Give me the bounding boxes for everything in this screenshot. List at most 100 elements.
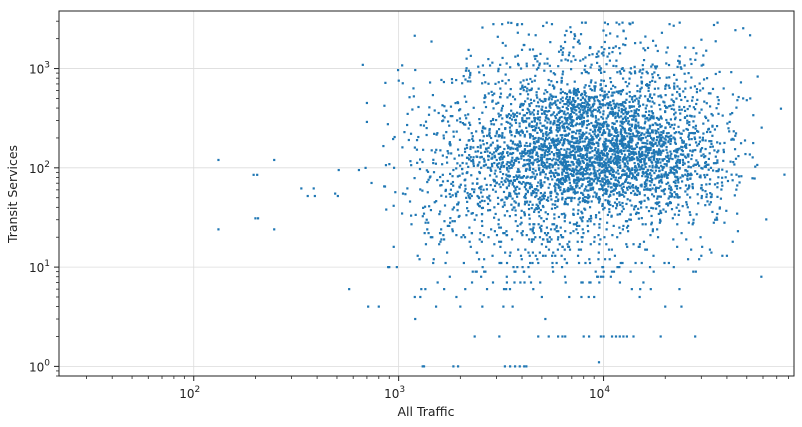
scatter-point	[748, 153, 751, 156]
scatter-point	[548, 148, 551, 151]
scatter-point	[617, 181, 620, 184]
scatter-point	[546, 238, 549, 241]
scatter-point	[638, 104, 642, 107]
scatter-point	[531, 150, 534, 153]
scatter-point	[684, 173, 687, 176]
scatter-point	[392, 137, 395, 141]
scatter-point	[561, 73, 564, 76]
scatter-point	[581, 173, 584, 176]
scatter-point	[693, 115, 696, 118]
scatter-point	[455, 295, 458, 299]
scatter-point	[584, 84, 587, 87]
scatter-point	[435, 133, 438, 136]
scatter-point	[537, 87, 540, 90]
scatter-point	[531, 163, 535, 166]
scatter-point	[542, 220, 545, 223]
scatter-point	[649, 156, 652, 159]
scatter-point	[606, 93, 609, 96]
scatter-point	[451, 230, 454, 233]
scatter-point	[549, 144, 552, 148]
scatter-point	[597, 108, 601, 112]
scatter-point	[714, 155, 717, 158]
scatter-point	[628, 159, 631, 162]
scatter-point	[681, 205, 684, 208]
scatter-point	[556, 238, 560, 241]
scatter-point	[575, 191, 578, 194]
scatter-point	[451, 208, 454, 211]
scatter-point	[696, 193, 699, 196]
scatter-point	[586, 137, 589, 140]
scatter-point	[365, 120, 369, 124]
scatter-point	[542, 144, 545, 147]
scatter-point	[442, 119, 445, 122]
scatter-point	[466, 207, 469, 210]
scatter-point	[560, 236, 564, 239]
scatter-point	[613, 105, 616, 108]
scatter-point	[469, 193, 472, 196]
scatter-point	[552, 87, 556, 90]
scatter-point	[640, 133, 643, 137]
scatter-point	[617, 147, 620, 150]
scatter-point	[613, 91, 616, 94]
scatter-point	[471, 188, 474, 191]
scatter-point	[608, 258, 611, 261]
y-tick-label: 100	[29, 358, 50, 374]
scatter-point	[533, 137, 536, 140]
scatter-point	[505, 120, 508, 124]
scatter-point	[684, 145, 687, 148]
scatter-point	[726, 122, 729, 125]
scatter-point	[709, 192, 712, 195]
scatter-point	[522, 270, 525, 273]
scatter-point	[658, 133, 661, 137]
scatter-point	[673, 172, 676, 175]
scatter-point	[526, 107, 529, 110]
scatter-point	[573, 100, 577, 103]
scatter-point	[488, 127, 491, 131]
scatter-point	[554, 254, 557, 257]
scatter-point	[607, 132, 610, 135]
scatter-point	[571, 188, 574, 191]
scatter-point	[597, 234, 600, 237]
scatter-point	[691, 185, 694, 188]
scatter-point	[523, 211, 526, 214]
scatter-point	[579, 141, 582, 144]
scatter-point	[589, 214, 593, 218]
scatter-point	[577, 198, 580, 201]
scatter-point	[548, 128, 552, 131]
scatter-point	[481, 266, 484, 269]
scatter-point	[528, 110, 531, 113]
scatter-point	[571, 149, 575, 152]
x-tick-label: 104	[589, 385, 610, 401]
scatter-point	[663, 261, 666, 265]
scatter-point	[630, 125, 633, 128]
scatter-point	[491, 100, 494, 103]
scatter-point	[621, 261, 624, 265]
scatter-point	[678, 160, 682, 164]
scatter-point	[698, 111, 701, 114]
scatter-point	[673, 141, 677, 144]
scatter-point	[422, 365, 426, 368]
scatter-point	[540, 156, 543, 159]
scatter-point	[552, 111, 555, 114]
scatter-point	[566, 100, 569, 104]
scatter-point	[520, 209, 523, 212]
scatter-point	[637, 99, 640, 102]
scatter-point	[666, 154, 669, 157]
scatter-point	[681, 141, 684, 144]
scatter-point	[572, 136, 575, 139]
scatter-point	[566, 119, 569, 122]
scatter-point	[653, 155, 656, 158]
scatter-point	[561, 198, 564, 201]
scatter-point	[566, 171, 569, 174]
scatter-point	[520, 176, 523, 179]
scatter-point	[521, 130, 524, 133]
scatter-point	[594, 126, 597, 129]
scatter-point	[595, 155, 599, 158]
scatter-point	[480, 151, 483, 154]
scatter-point	[580, 177, 583, 180]
scatter-point	[587, 335, 591, 338]
scatter-point	[579, 216, 582, 219]
scatter-point	[586, 101, 589, 104]
scatter-point	[601, 177, 604, 181]
scatter-point	[465, 214, 468, 217]
